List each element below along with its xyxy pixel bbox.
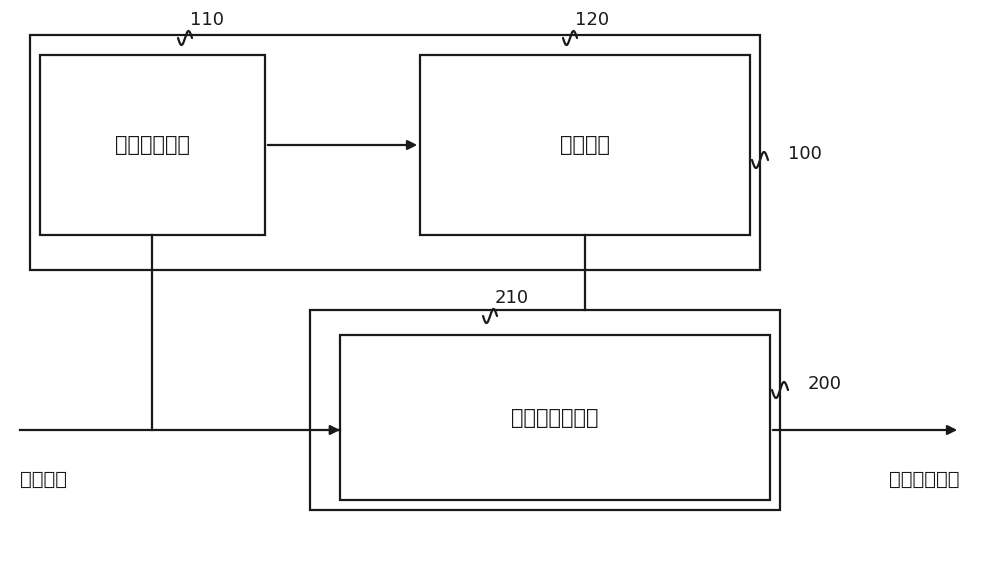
Text: 210: 210 (495, 289, 529, 307)
Text: 200: 200 (808, 375, 842, 393)
Bar (40, 55, 265, 235)
Text: 120: 120 (575, 11, 609, 29)
Text: 第一级衰减电路: 第一级衰减电路 (511, 407, 599, 428)
Text: 控制电路: 控制电路 (560, 135, 610, 155)
Text: 中频检波电路: 中频检波电路 (115, 135, 190, 155)
Bar (30, 35, 760, 270)
Bar (420, 55, 750, 235)
Bar (310, 310, 780, 510)
Text: 100: 100 (788, 145, 822, 163)
Bar (340, 335, 770, 500)
Text: 110: 110 (190, 11, 224, 29)
Text: 第一衰减信号: 第一衰减信号 (890, 470, 960, 489)
Text: 中频信号: 中频信号 (20, 470, 67, 489)
